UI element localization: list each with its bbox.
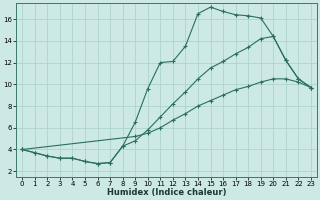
X-axis label: Humidex (Indice chaleur): Humidex (Indice chaleur) xyxy=(107,188,226,197)
